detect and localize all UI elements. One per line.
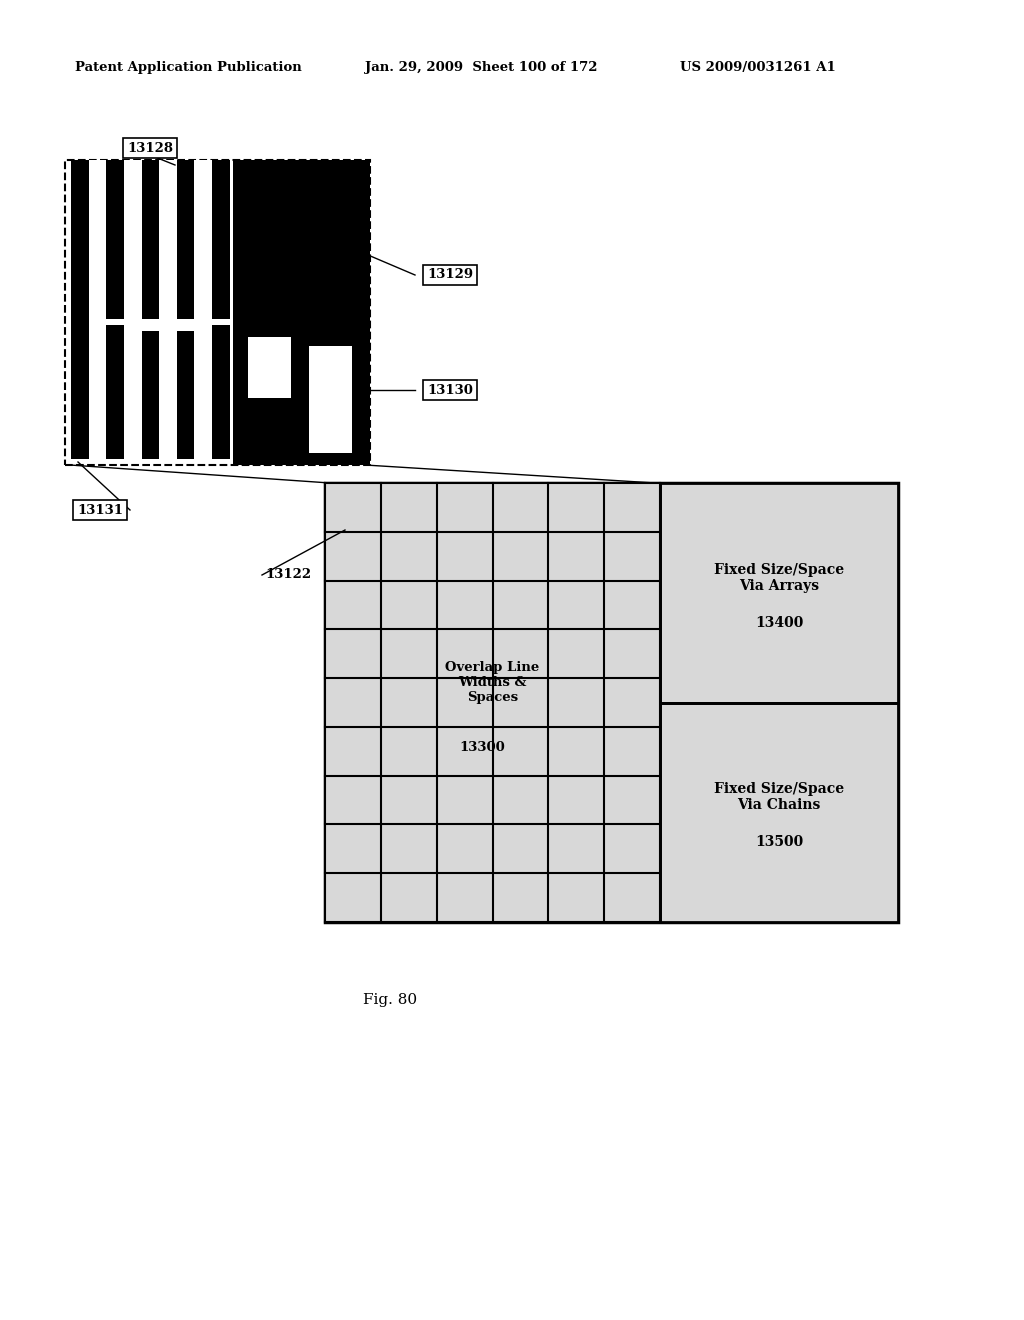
- Bar: [325, 483, 898, 921]
- Text: Fig. 80: Fig. 80: [362, 993, 417, 1007]
- Bar: [232, 318, 370, 465]
- Bar: [195, 160, 212, 318]
- Text: Fixed Size/Space
Via Arrays: Fixed Size/Space Via Arrays: [714, 562, 844, 593]
- Bar: [212, 160, 229, 318]
- Bar: [71, 318, 89, 459]
- Text: US 2009/0031261 A1: US 2009/0031261 A1: [680, 62, 836, 74]
- Bar: [71, 160, 89, 318]
- Bar: [65, 160, 370, 465]
- Bar: [141, 331, 159, 459]
- Text: Jan. 29, 2009  Sheet 100 of 172: Jan. 29, 2009 Sheet 100 of 172: [365, 62, 597, 74]
- Bar: [124, 160, 141, 318]
- Bar: [309, 346, 351, 453]
- Bar: [248, 337, 291, 397]
- Bar: [106, 160, 124, 318]
- Text: 13129: 13129: [427, 268, 473, 281]
- Bar: [660, 483, 898, 702]
- Bar: [159, 358, 177, 459]
- Text: Overlap Line
Widths &
Spaces: Overlap Line Widths & Spaces: [445, 661, 540, 704]
- Text: 13128: 13128: [127, 141, 173, 154]
- Text: Fixed Size/Space
Via Chains: Fixed Size/Space Via Chains: [714, 783, 844, 812]
- Bar: [177, 160, 195, 318]
- Text: 13122: 13122: [265, 569, 311, 582]
- Bar: [195, 358, 212, 459]
- Bar: [141, 160, 159, 318]
- Bar: [89, 358, 106, 459]
- Text: 13500: 13500: [755, 836, 803, 849]
- Text: Patent Application Publication: Patent Application Publication: [75, 62, 302, 74]
- Bar: [232, 160, 370, 318]
- Bar: [660, 702, 898, 921]
- Bar: [124, 358, 141, 459]
- Bar: [177, 331, 195, 459]
- Text: 13131: 13131: [77, 503, 123, 516]
- Bar: [159, 160, 177, 318]
- Text: 13130: 13130: [427, 384, 473, 396]
- Bar: [325, 483, 660, 921]
- Text: 13300: 13300: [460, 741, 506, 754]
- Bar: [212, 325, 229, 459]
- Text: 13400: 13400: [755, 615, 803, 630]
- Bar: [89, 160, 106, 318]
- Bar: [106, 325, 124, 459]
